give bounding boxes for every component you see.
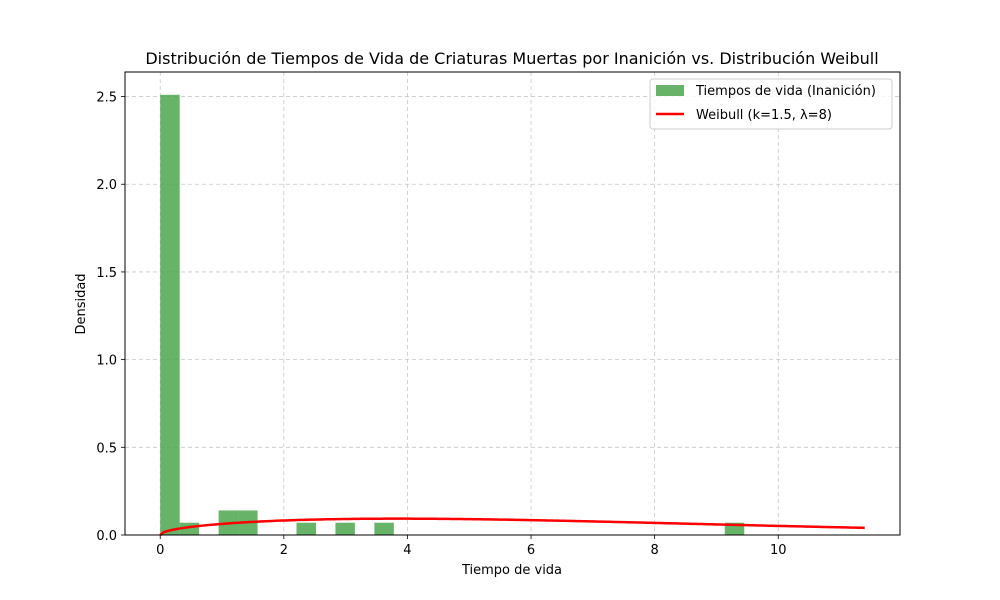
legend-box: [649, 78, 893, 130]
y-tick-label: 1.5: [96, 266, 117, 281]
plot-frame: [124, 71, 901, 536]
histogram-bar: [374, 522, 394, 535]
histogram-bar: [296, 522, 316, 535]
legend-histogram-label: Tiempos de vida (Inanición): [695, 84, 876, 99]
y-axis-title: Densidad: [74, 273, 89, 334]
y-tick-label: 0.5: [96, 441, 117, 456]
x-tick-label: 10: [770, 543, 787, 558]
x-tick-label: 6: [527, 543, 535, 558]
histogram-bar: [335, 522, 355, 535]
x-tick-label: 0: [156, 543, 164, 558]
x-tick-label: 8: [651, 543, 659, 558]
x-axis-ticks: 0 2 4 6 8 10: [156, 535, 787, 558]
y-tick-label: 2.0: [96, 178, 117, 193]
legend-histogram-swatch: [656, 85, 684, 96]
weibull-curve-layer: [159, 517, 865, 536]
legend: Tiempos de vida (Inanición) Weibull (k=1…: [649, 78, 893, 130]
legend-weibull-label: Weibull (k=1.5, λ=8): [696, 108, 832, 123]
x-tick-label: 2: [280, 543, 288, 558]
y-tick-label: 0.0: [96, 529, 117, 544]
chart-title: Distribución de Tiempos de Vida de Criat…: [145, 49, 878, 68]
histogram-bar: [160, 94, 180, 535]
weibull-curve: [159, 517, 865, 536]
y-axis-ticks: 0.0 0.5 1.0 1.5 2.0 2.5: [96, 91, 125, 544]
grid-lines: [125, 72, 900, 536]
x-tick-label: 4: [403, 543, 411, 558]
y-tick-label: 1.0: [96, 354, 117, 369]
x-axis-title: Tiempo de vida: [461, 563, 562, 578]
y-tick-label: 2.5: [96, 91, 117, 106]
histogram-bars: [160, 94, 745, 535]
